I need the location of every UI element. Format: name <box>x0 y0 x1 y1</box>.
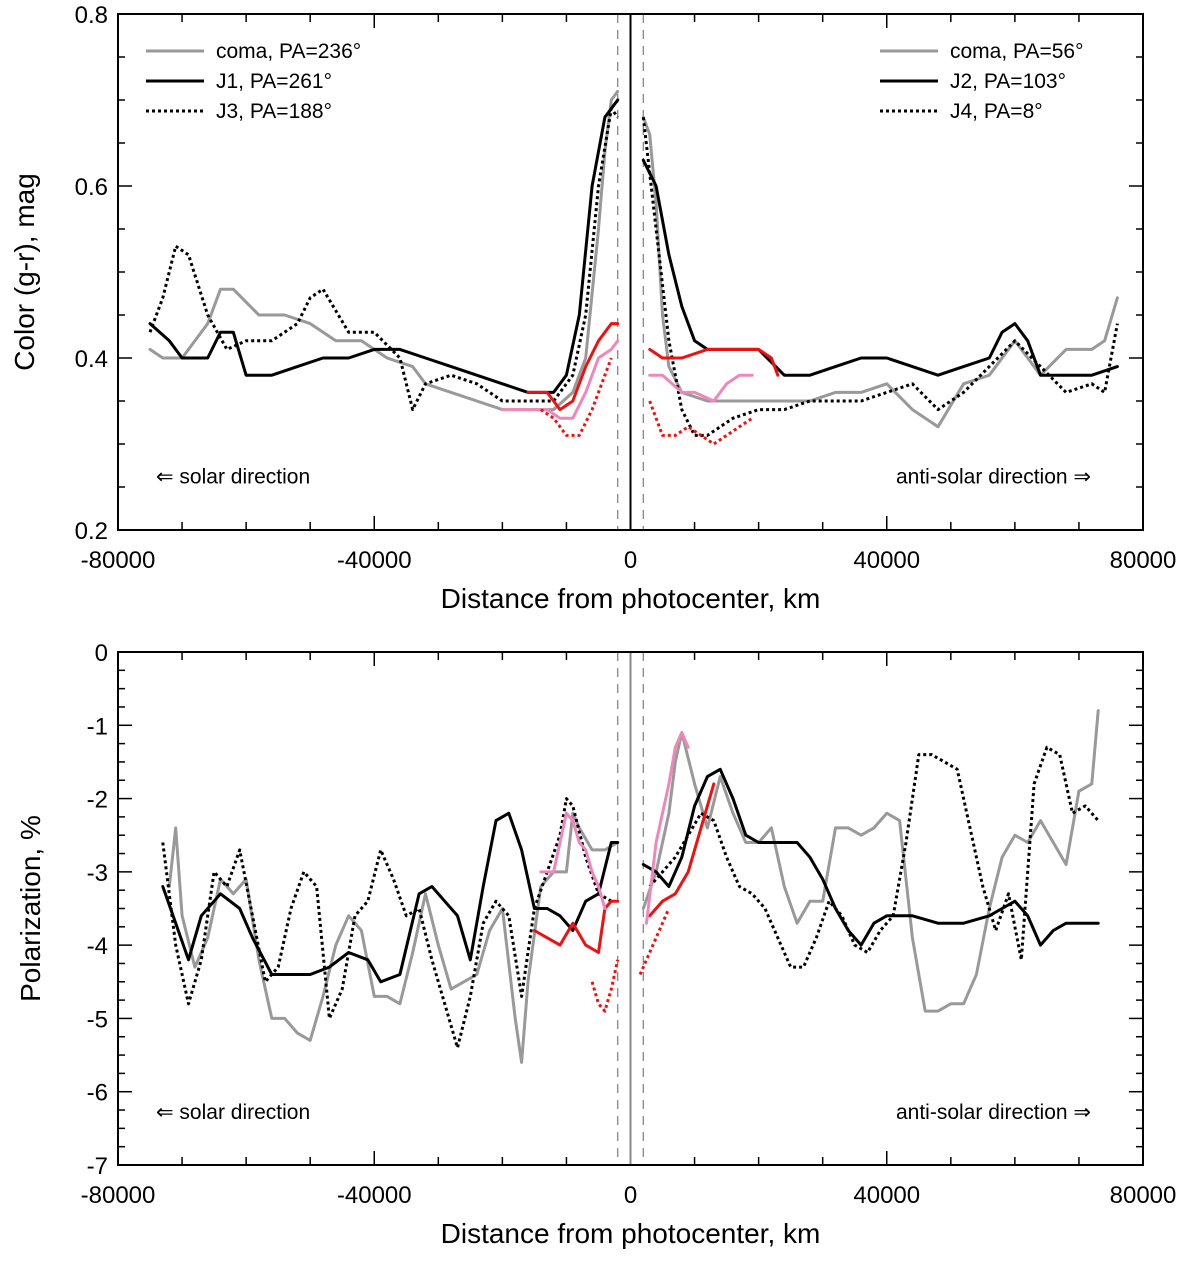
series-line-red-left <box>532 899 620 954</box>
series-line-pink-right <box>648 373 754 403</box>
y-tick-label: -7 <box>87 1153 108 1180</box>
series-line-j4-pa-8 <box>641 117 1119 437</box>
color-panel: -80000 -40000 0 40000 80000 0.2 0.4 0.6 0.8 Dista… <box>9 2 1176 614</box>
y-tick-label: -6 <box>87 1080 108 1107</box>
x-tick-label: -40000 <box>337 547 412 574</box>
polarization-panel: -80000 -40000 0 40000 80000 -7 -6 -5 -4 -3 -2 -1 0 Di… <box>15 640 1176 1249</box>
x-tick-label: 40000 <box>853 1182 920 1209</box>
series-line-pink-left <box>500 339 620 420</box>
plot-frame <box>117 651 1144 1166</box>
series-line-coma-pa-236 <box>167 811 620 1064</box>
series-line-j3-pa-188 <box>148 107 619 412</box>
y-tick-label: -5 <box>87 1006 108 1033</box>
series-line-red-dotted-right <box>638 907 671 976</box>
series-line-pink-left <box>539 811 607 910</box>
series-line-coma-pa-56 <box>641 115 1119 429</box>
x-tick-label: 0 <box>624 1182 637 1209</box>
series-line-j4-pa-8 <box>648 745 1100 969</box>
solar-direction-label: ⇐ solar direction <box>156 466 310 489</box>
x-tick-label: 80000 <box>1110 547 1177 574</box>
y-tick-label: 0 <box>95 640 108 667</box>
series-line-pink-right <box>645 731 690 925</box>
anti-solar-direction-label: anti-solar direction ⇒ <box>896 1101 1091 1124</box>
legend-left-label: coma, PA=236° <box>216 40 361 63</box>
legend-left-label: J1, PA=261° <box>216 70 332 93</box>
y-tick-label: 0.8 <box>75 2 108 29</box>
y-tick-label: -2 <box>87 787 108 814</box>
y-tick-label: -1 <box>87 713 108 740</box>
series-line-j1-pa-261 <box>148 98 620 394</box>
series-line-coma-pa-56 <box>641 709 1100 1013</box>
series-line-j2-pa-103 <box>641 158 1119 377</box>
x-tick-label: -80000 <box>81 547 156 574</box>
legend-right-label: coma, PA=56° <box>950 40 1084 63</box>
x-tick-label: -80000 <box>81 1182 156 1209</box>
series-line-red-dotted-left <box>590 959 620 1013</box>
series-line-red-left <box>526 322 620 412</box>
series-line-red-right <box>648 782 716 918</box>
legend-right-label: J2, PA=103° <box>950 70 1066 93</box>
series-line-j1-pa-261 <box>161 811 620 984</box>
legend-right-label: J4, PA=8° <box>950 100 1043 123</box>
x-axis-title: Distance from photocenter, km <box>441 1218 821 1249</box>
y-tick-label: 0.2 <box>75 518 108 545</box>
x-tick-label: -40000 <box>337 1182 412 1209</box>
series-line-j3-pa-188 <box>161 797 613 1050</box>
y-tick-label: 0.4 <box>75 346 108 373</box>
x-tick-label: 40000 <box>853 547 920 574</box>
series-line-red-dotted-right <box>648 400 754 446</box>
anti-solar-direction-label: anti-solar direction ⇒ <box>896 466 1091 489</box>
series-line-red-dotted-left <box>539 357 613 437</box>
y-tick-label: -3 <box>87 860 108 887</box>
x-tick-label: 80000 <box>1110 1182 1177 1209</box>
legend-left-label: J3, PA=188° <box>216 100 332 123</box>
y-axis-title: Polarization, % <box>15 815 46 1002</box>
x-tick-label: 0 <box>624 547 637 574</box>
y-axis-title: Color (g-r), mag <box>9 173 40 371</box>
plot-frame <box>117 13 1144 531</box>
series-line-coma-pa-236 <box>148 89 620 412</box>
solar-direction-label: ⇐ solar direction <box>156 1101 310 1124</box>
y-tick-label: 0.6 <box>75 174 108 201</box>
x-axis-title: Distance from photocenter, km <box>441 583 821 614</box>
series-line-red-right <box>648 347 780 377</box>
y-tick-label: -4 <box>87 933 108 960</box>
